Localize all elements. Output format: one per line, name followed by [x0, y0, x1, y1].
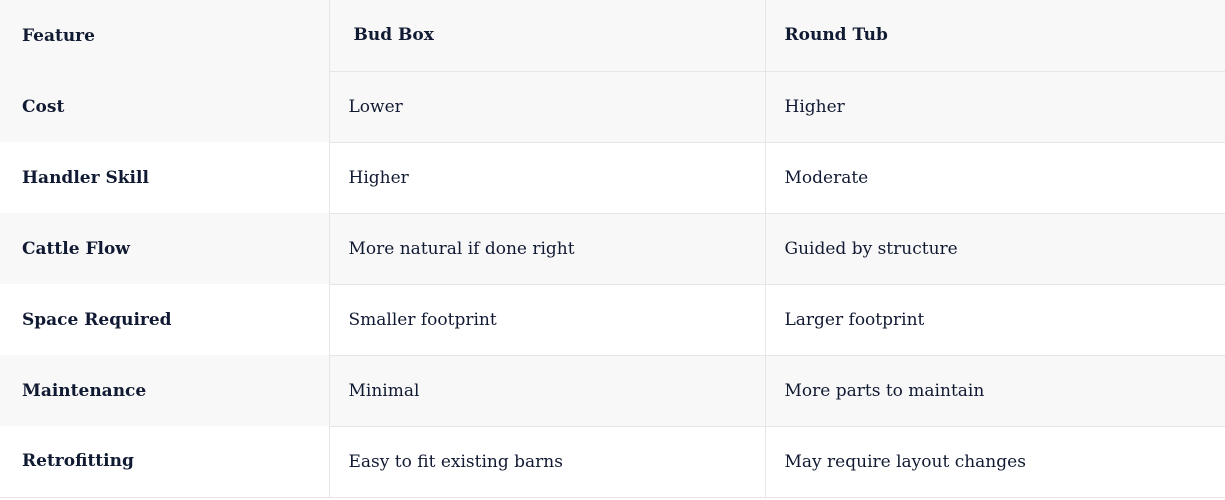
- header-row: Feature Bud Box Round Tub: [0, 0, 1225, 72]
- feature-cell: Cost: [0, 71, 329, 142]
- feature-cell: Maintenance: [0, 355, 329, 426]
- table-row: Space Required Smaller footprint Larger fo…: [0, 284, 1225, 356]
- round-tub-cell: More parts to maintain: [764, 355, 1225, 427]
- feature-cell: Retrofitting: [0, 426, 329, 498]
- round-tub-cell: Higher: [764, 71, 1225, 143]
- round-tub-cell: Moderate: [764, 142, 1225, 214]
- table-row: Cattle Flow More natural if done right Gui…: [0, 213, 1225, 285]
- feature-cell: Handler Skill: [0, 142, 329, 213]
- feature-cell: Space Required: [0, 284, 329, 355]
- table-row: Maintenance Minimal More parts to maintain: [0, 355, 1225, 427]
- round-tub-cell: Guided by structure: [764, 213, 1225, 285]
- bud-box-cell: Lower: [328, 71, 766, 143]
- header-bud-box: Bud Box: [328, 0, 766, 72]
- header-feature: Feature: [0, 0, 329, 71]
- table-row: Handler Skill Higher Moderate: [0, 142, 1225, 214]
- header-round-tub: Round Tub: [764, 0, 1225, 72]
- bud-box-cell: Easy to fit existing barns: [328, 426, 766, 498]
- round-tub-cell: May require layout changes: [764, 426, 1225, 498]
- table-row: Retrofitting Easy to fit existing barns Ma…: [0, 426, 1225, 498]
- bud-box-cell: Higher: [328, 142, 766, 214]
- bud-box-cell: Smaller footprint: [328, 284, 766, 356]
- feature-cell: Cattle Flow: [0, 213, 329, 284]
- bud-box-cell: More natural if done right: [328, 213, 766, 285]
- table-row: Cost Lower Higher: [0, 71, 1225, 143]
- bud-box-cell: Minimal: [328, 355, 766, 427]
- round-tub-cell: Larger footprint: [764, 284, 1225, 356]
